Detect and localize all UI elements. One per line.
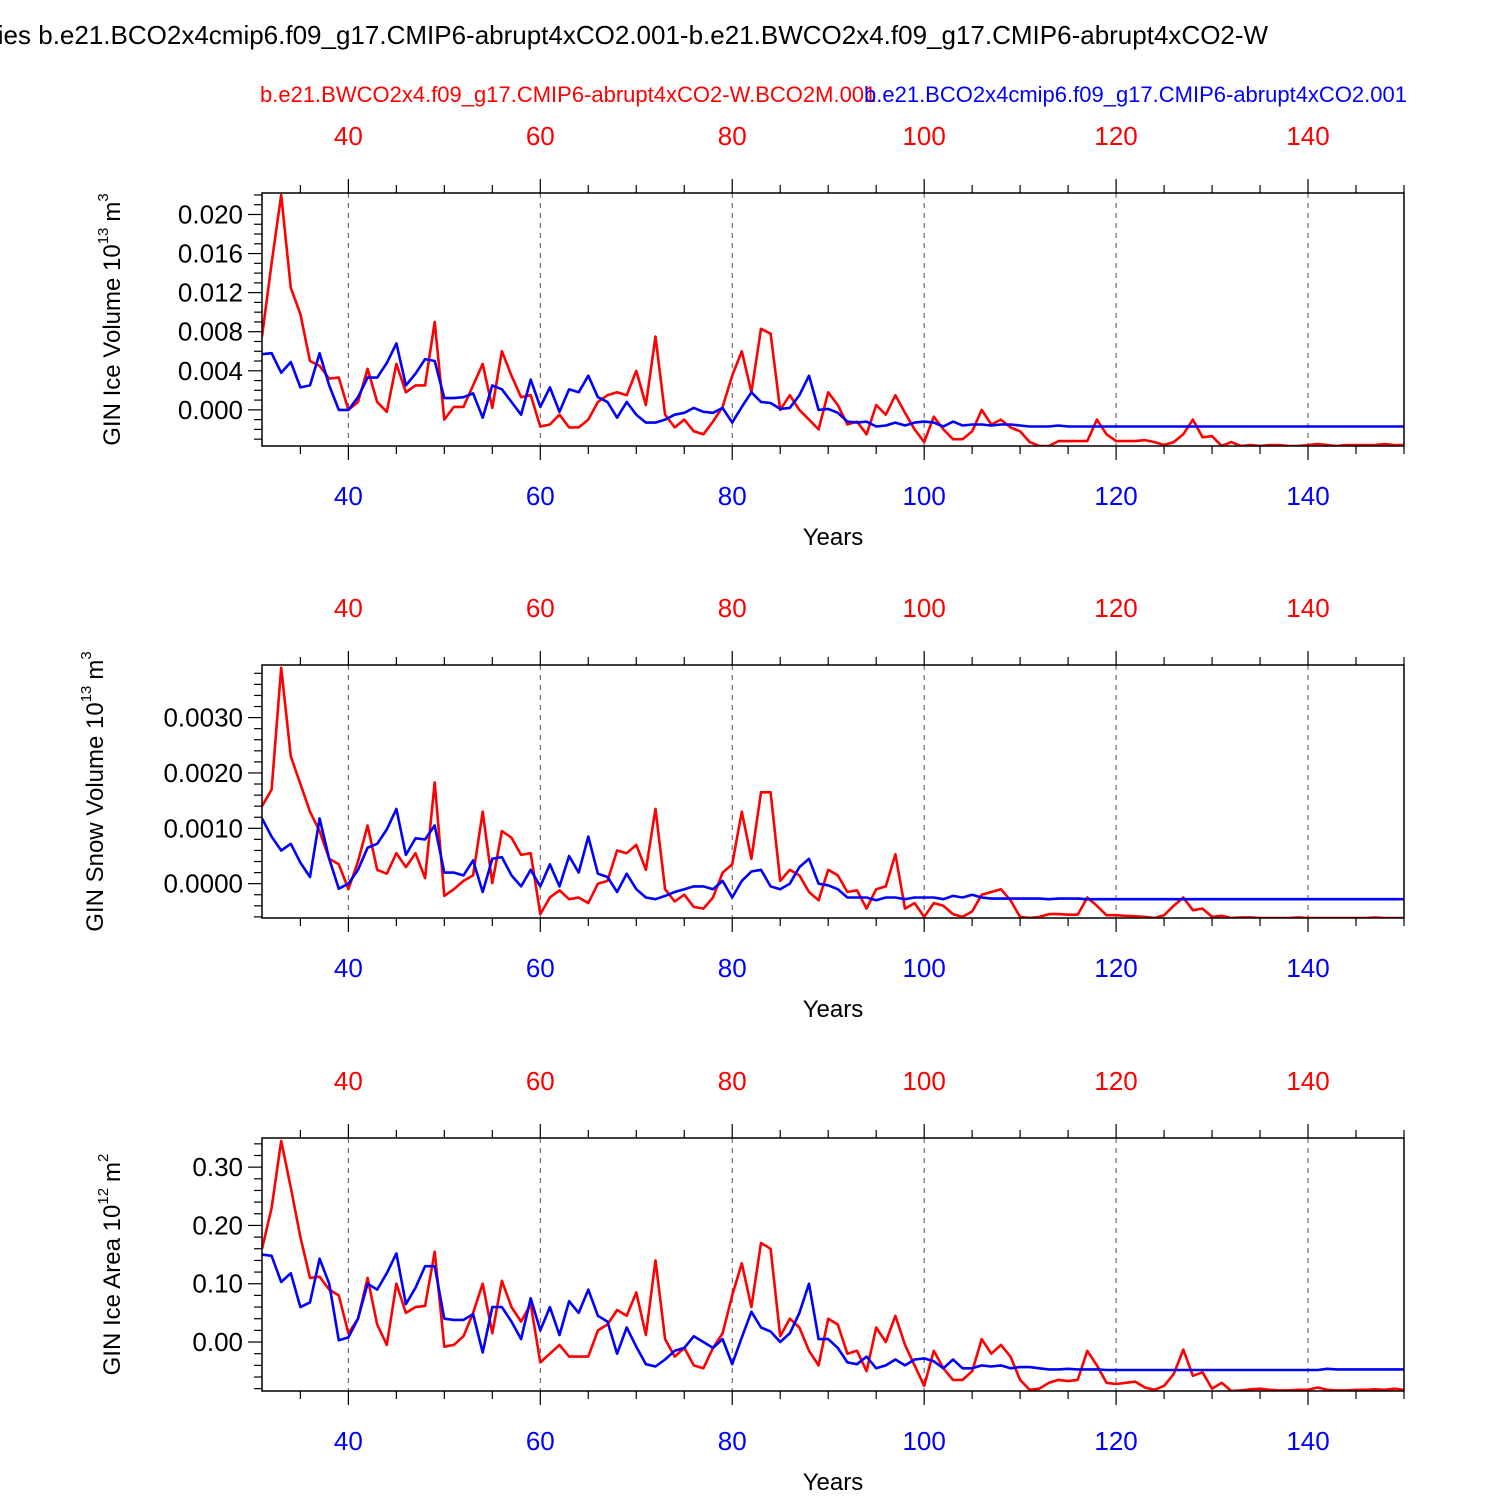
bottom-x-tick-label: 40: [334, 953, 363, 983]
y-axis-label-text: GIN Ice Area 10: [99, 1205, 126, 1376]
y-tick-label: 0.0000: [163, 869, 243, 899]
y-axis-label: GIN Ice Area 1012 m2: [95, 1154, 126, 1376]
bottom-x-tick-label: 40: [334, 481, 363, 511]
y-tick-label: 0.10: [192, 1269, 243, 1299]
chart-panels: 0.000 0.004 0.008 0.012 0.016 0.020 40 40 60 60 80…: [78, 121, 1405, 1496]
chart-panel-3: 0.00 0.10 0.20 0.30 40 40 60 60 80 80 100 100 120 120…: [95, 1066, 1405, 1496]
y-tick-label: 0.020: [178, 199, 243, 229]
x-axis-label: Years: [803, 524, 864, 551]
bottom-x-tick-label: 60: [526, 1426, 555, 1456]
bottom-x-tick-label: 120: [1094, 953, 1137, 983]
page-title: lies b.e21.BCO2x4cmip6.f09_g17.CMIP6-abr…: [0, 20, 1269, 50]
top-x-tick-label: 80: [718, 593, 747, 623]
bottom-x-tick-label: 100: [902, 953, 945, 983]
y-tick-label: 0.00: [192, 1327, 243, 1357]
bottom-x-tick-label: 140: [1286, 953, 1329, 983]
y-tick-label: 0.30: [192, 1152, 243, 1182]
series-line-blue: [262, 342, 1404, 428]
blue-run-label: b.e21.BCO2x4cmip6.f09_g17.CMIP6-abrupt4x…: [864, 82, 1407, 107]
top-x-tick-label: 40: [334, 121, 363, 151]
top-x-tick-label: 140: [1286, 121, 1329, 151]
bottom-x-tick-label: 100: [902, 1426, 945, 1456]
y-tick-label: 0.012: [178, 278, 243, 308]
series-line-blue: [262, 1252, 1404, 1372]
top-x-tick-label: 140: [1286, 1066, 1329, 1096]
top-x-tick-label: 140: [1286, 593, 1329, 623]
series-line-red: [262, 193, 1404, 446]
y-axis-label: GIN Snow Volume 1013 m3: [78, 651, 109, 931]
y-tick-label: 0.0020: [163, 758, 243, 788]
top-x-tick-label: 80: [718, 121, 747, 151]
y-axis-label: GIN Ice Volume 1013 m3: [95, 193, 126, 445]
top-x-tick-label: 120: [1094, 593, 1137, 623]
bottom-x-tick-label: 100: [902, 481, 945, 511]
y-tick-label: 0.004: [178, 356, 243, 386]
top-x-tick-label: 60: [526, 1066, 555, 1096]
series-line-blue: [262, 807, 1404, 902]
bottom-x-tick-label: 80: [718, 481, 747, 511]
y-axis-label-text: GIN Ice Volume 10: [99, 244, 126, 445]
chart-panel-1: 0.000 0.004 0.008 0.012 0.016 0.020 40 40 60 60 80…: [95, 121, 1405, 551]
top-x-tick-label: 100: [902, 121, 945, 151]
top-x-tick-label: 60: [526, 121, 555, 151]
plot-frame: [261, 664, 1405, 919]
y-axis-label-exponent: 13: [78, 686, 95, 703]
bottom-x-tick-label: 120: [1094, 1426, 1137, 1456]
plot-frame: [261, 192, 1405, 447]
bottom-x-tick-label: 140: [1286, 1426, 1329, 1456]
top-x-tick-label: 40: [334, 1066, 363, 1096]
y-tick-label: 0.0010: [163, 813, 243, 843]
plot-frame: [261, 1137, 1405, 1392]
y-tick-label: 0.016: [178, 239, 243, 269]
top-x-tick-label: 120: [1094, 1066, 1137, 1096]
bottom-x-tick-label: 60: [526, 953, 555, 983]
bottom-x-tick-label: 80: [718, 953, 747, 983]
y-tick-label: 0.008: [178, 317, 243, 347]
bottom-x-tick-label: 40: [334, 1426, 363, 1456]
series-line-red: [262, 666, 1404, 918]
top-x-tick-label: 100: [902, 593, 945, 623]
y-tick-label: 0.000: [178, 395, 243, 425]
y-axis-label-unit: m: [99, 1162, 126, 1182]
red-run-label: b.e21.BWCO2x4.f09_g17.CMIP6-abrupt4xCO2-…: [260, 82, 876, 107]
top-x-tick-label: 80: [718, 1066, 747, 1096]
y-axis-label-unit: m: [82, 660, 109, 680]
x-axis-label: Years: [803, 996, 864, 1023]
top-x-tick-label: 40: [334, 593, 363, 623]
bottom-x-tick-label: 140: [1286, 481, 1329, 511]
y-axis-label-unit-exponent: 3: [95, 193, 112, 201]
series-line-red: [262, 1139, 1404, 1391]
bottom-x-tick-label: 60: [526, 481, 555, 511]
top-x-tick-label: 120: [1094, 121, 1137, 151]
y-axis-label-exponent: 13: [95, 228, 112, 245]
y-tick-label: 0.0030: [163, 703, 243, 733]
y-axis-label-unit-exponent: 3: [78, 651, 95, 659]
x-axis-label: Years: [803, 1469, 864, 1496]
top-x-tick-label: 100: [902, 1066, 945, 1096]
y-tick-label: 0.20: [192, 1210, 243, 1240]
y-axis-label-unit: m: [99, 202, 126, 222]
y-axis-label-text: GIN Snow Volume 10: [82, 702, 109, 931]
top-x-tick-label: 60: [526, 593, 555, 623]
bottom-x-tick-label: 80: [718, 1426, 747, 1456]
y-axis-label-exponent: 12: [95, 1188, 112, 1205]
y-axis-label-unit-exponent: 2: [95, 1154, 112, 1162]
bottom-x-tick-label: 120: [1094, 481, 1137, 511]
chart-panel-2: 0.0000 0.0010 0.0020 0.0030 40 40 60 60 80 80 100 1…: [78, 593, 1405, 1023]
